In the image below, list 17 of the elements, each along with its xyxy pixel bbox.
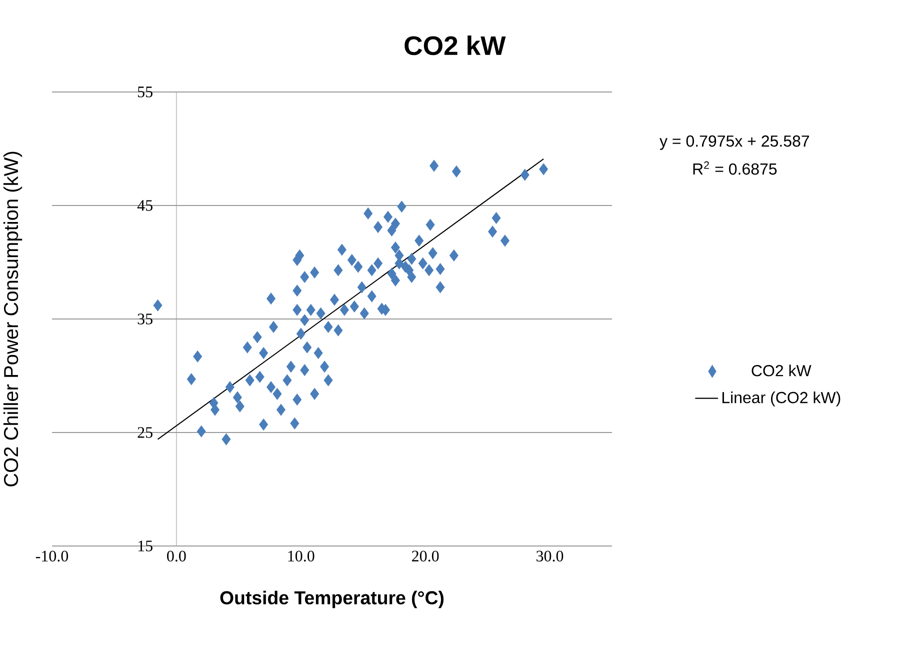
legend-label: CO2 kW (752, 364, 812, 376)
text: R$^{2}$ = 0.6875 (693, 161, 777, 175)
y-tick-label: 15 (138, 540, 152, 552)
y-tick-label: 35 (138, 314, 152, 324)
x-tick-label: 10.0 (288, 550, 314, 562)
x-tick-label: 20.0 (412, 550, 439, 562)
y-axis-title: CO2 Chiller Power Consumption (kW) (3, 152, 22, 486)
chart-title: CO2 kW (404, 36, 506, 56)
y-tick-label: 55 (138, 86, 152, 98)
y-tick-label: 25 (138, 427, 152, 438)
legend-label: Linear (CO2 kW) (722, 392, 840, 406)
x-tick-label: 30.0 (536, 550, 564, 562)
text: y = 0.7975x + 25.587 (660, 135, 810, 150)
x-axis-title: Outside Temperature (°C) (220, 590, 444, 608)
x-tick-label: -10.0 (36, 550, 68, 562)
x-tick-label: 0.0 (167, 550, 186, 562)
y-tick-label: 45 (137, 200, 152, 211)
